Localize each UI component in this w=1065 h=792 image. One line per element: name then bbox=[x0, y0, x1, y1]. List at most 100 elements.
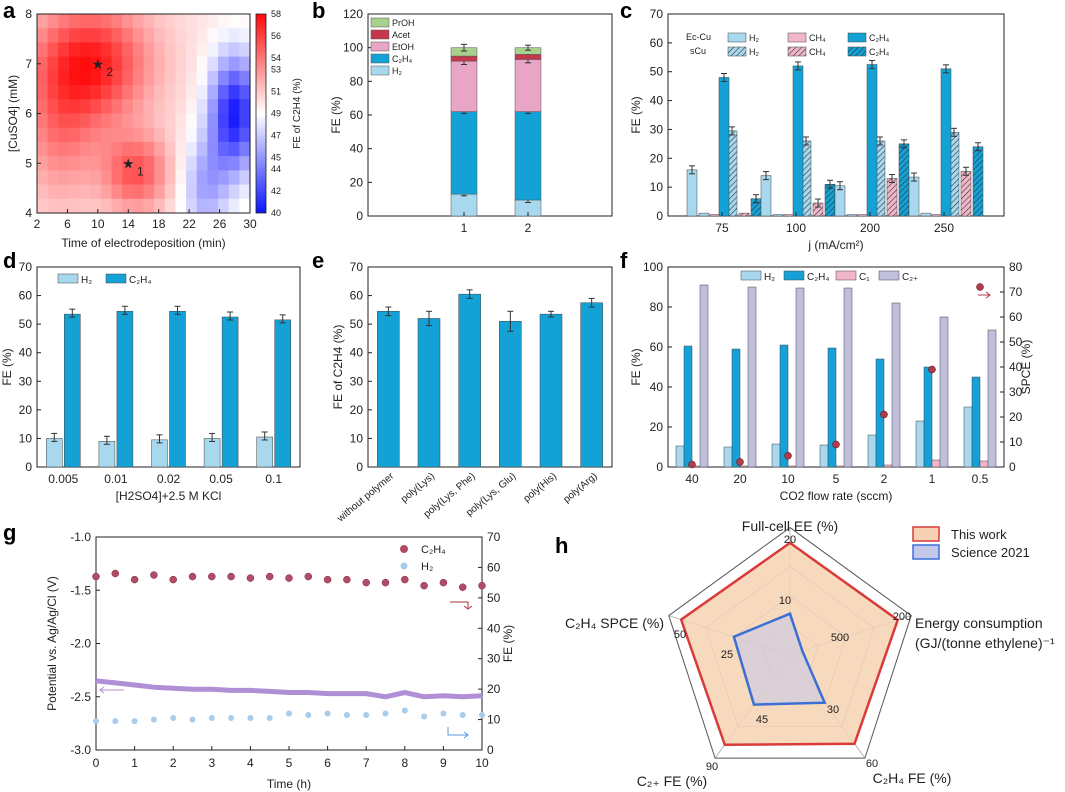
g-c2h4-point bbox=[227, 572, 235, 581]
heatmap-cell bbox=[154, 28, 166, 44]
heatmap-cell bbox=[228, 28, 240, 44]
f-xtick-label: 40 bbox=[685, 472, 699, 486]
c-bar-sCu-H2 bbox=[772, 214, 784, 217]
heatmap-cell bbox=[37, 141, 49, 157]
heatmap-cell bbox=[132, 56, 145, 72]
a-xtick-label: 26 bbox=[213, 217, 227, 231]
heatmap-cell bbox=[58, 99, 70, 115]
c-bar-Ec-Cu-H2 bbox=[760, 175, 772, 217]
heatmap-cell bbox=[90, 184, 102, 200]
f-bar-C2H4 bbox=[731, 348, 741, 468]
heatmap-cell bbox=[79, 70, 91, 86]
heatmap-cell bbox=[122, 85, 134, 100]
heatmap-cell bbox=[239, 85, 251, 100]
a-ylabel: [CuSO4] (mM) bbox=[6, 75, 20, 152]
c-legend-label: CH₄ bbox=[809, 33, 826, 43]
f-y2tick-label: 10 bbox=[1009, 435, 1023, 449]
h-legend-label: Science 2021 bbox=[951, 545, 1030, 560]
f-xtick-label: 0.5 bbox=[972, 472, 989, 486]
panel-g: -3.0-2.5-2.0-1.5-1.0010203040506070Poten… bbox=[45, 530, 515, 791]
heatmap-cell bbox=[196, 156, 208, 171]
heatmap-cell bbox=[186, 14, 198, 29]
c-bar-Ec-Cu-CH4 bbox=[709, 214, 721, 217]
b-bar-Acet bbox=[514, 54, 542, 60]
colorbar-tick-label: 56 bbox=[271, 31, 281, 41]
colorbar-tick-label: 58 bbox=[271, 9, 281, 19]
a-ytick-label: 6 bbox=[25, 107, 32, 121]
heatmap-cell bbox=[228, 127, 240, 143]
heatmap-cell bbox=[164, 14, 177, 29]
heatmap-cell bbox=[90, 113, 102, 129]
g-c2h4-point bbox=[304, 572, 313, 581]
heatmap-cell bbox=[218, 141, 230, 157]
heatmap-cell bbox=[164, 42, 177, 58]
panel-letter-g: g bbox=[3, 520, 16, 545]
heatmap-cell bbox=[122, 170, 134, 186]
c-bar-Ec-Cu-C2H4 bbox=[718, 77, 730, 217]
g-y2tick-label: 30 bbox=[487, 652, 501, 666]
c-legend-label: CH₄ bbox=[809, 47, 826, 57]
heatmap-cell bbox=[218, 14, 230, 29]
f-bar-C1 bbox=[787, 465, 797, 468]
heatmap-cell bbox=[175, 184, 187, 200]
h-legend-swatch bbox=[912, 526, 940, 542]
g-ytick-label: -3.0 bbox=[70, 743, 91, 757]
heatmap-cell bbox=[207, 42, 219, 58]
heatmap-cell bbox=[164, 56, 177, 72]
heatmap-cell bbox=[100, 170, 113, 186]
g-c2h4-point bbox=[420, 581, 428, 590]
heatmap-cell bbox=[58, 56, 70, 72]
d-xtick-label: 0.01 bbox=[104, 472, 128, 486]
heatmap-cell bbox=[154, 127, 166, 143]
f-bar-C2H4 bbox=[683, 345, 693, 468]
d-xtick-label: 0.005 bbox=[48, 472, 78, 486]
f-legend-swatch bbox=[878, 270, 900, 281]
heatmap-cell bbox=[58, 14, 70, 29]
heatmap-cell bbox=[239, 127, 251, 143]
heatmap-cell bbox=[90, 99, 102, 115]
c-xtick-label: 250 bbox=[934, 221, 954, 235]
heatmap-cell bbox=[68, 156, 81, 171]
e-ytick-label: 30 bbox=[350, 374, 364, 388]
heatmap-cell bbox=[228, 85, 240, 100]
g-xtick-label: 4 bbox=[247, 756, 254, 770]
d-bar-H2 bbox=[256, 436, 273, 468]
heatmap-cell bbox=[207, 28, 219, 44]
heatmap-cell bbox=[207, 85, 219, 100]
d-ytick-label: 20 bbox=[19, 403, 33, 417]
heatmap-cell bbox=[175, 170, 187, 186]
heatmap-cell bbox=[207, 56, 219, 72]
g-xtick-label: 2 bbox=[170, 756, 177, 770]
heatmap-cell bbox=[164, 70, 177, 86]
e-bar bbox=[377, 311, 400, 468]
heatmap-cell bbox=[218, 170, 230, 186]
g-c2h4-point bbox=[362, 578, 370, 587]
heatmap-cell bbox=[47, 113, 59, 129]
f-bar-C1 bbox=[883, 464, 893, 468]
g-ytick-label: -2.5 bbox=[70, 690, 91, 704]
heatmap-cell bbox=[68, 56, 81, 72]
d-ytick-label: 60 bbox=[19, 289, 33, 303]
radar-axis-label: (GJ/(tonne ethylene)⁻¹ bbox=[915, 635, 1055, 651]
g-y2tick-label: 70 bbox=[487, 530, 501, 544]
b-xtick-label: 1 bbox=[461, 221, 468, 235]
heatmap-cell bbox=[47, 184, 59, 200]
heatmap-cell bbox=[228, 42, 240, 58]
heatmap-cell bbox=[47, 156, 59, 171]
g-xtick-label: 6 bbox=[324, 756, 331, 770]
f-bar-H2 bbox=[963, 406, 973, 468]
heatmap-cell bbox=[154, 184, 166, 200]
f-spce-point bbox=[928, 365, 936, 374]
e-frame bbox=[367, 266, 613, 468]
heatmap-cell bbox=[196, 184, 208, 200]
heatmap-cell bbox=[186, 141, 198, 157]
g-legend-label: H₂ bbox=[421, 561, 433, 573]
f-y2tick-label: 50 bbox=[1009, 335, 1023, 349]
c-legend-label: C₂H₄ bbox=[869, 33, 889, 43]
heatmap-cell bbox=[132, 14, 145, 29]
heatmap-cell bbox=[175, 56, 187, 72]
g-y2tick-label: 20 bbox=[487, 682, 501, 696]
heatmap-cell bbox=[239, 156, 251, 171]
c-bar-sCu-C2H4 bbox=[898, 143, 910, 217]
heatmap-cell bbox=[207, 127, 219, 143]
